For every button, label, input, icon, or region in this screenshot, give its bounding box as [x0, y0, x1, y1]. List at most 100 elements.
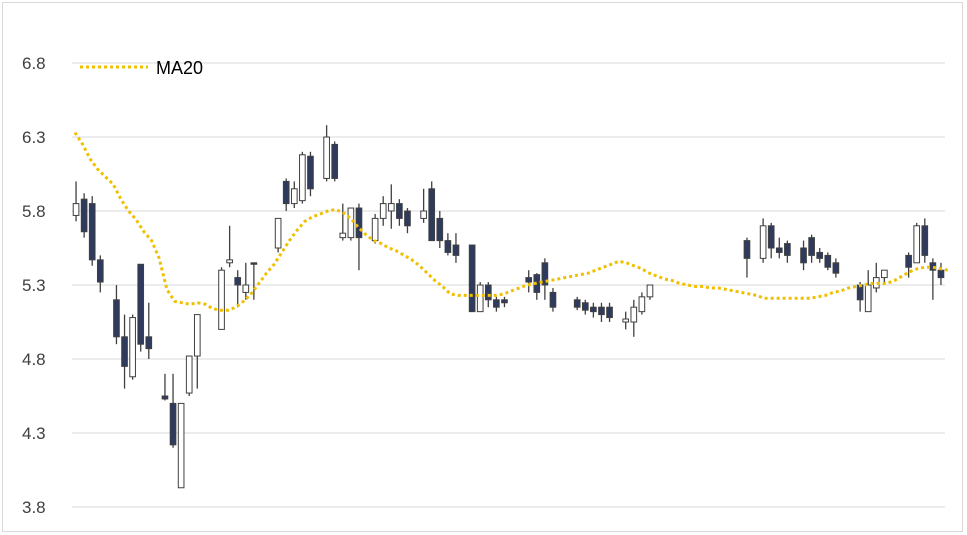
candle-body	[436, 217, 444, 242]
candle-body	[832, 262, 840, 274]
candle	[921, 218, 929, 263]
candle-body	[347, 207, 355, 239]
candle-body	[80, 198, 88, 233]
candle	[638, 292, 646, 315]
candle-body	[274, 217, 282, 249]
candle	[573, 296, 581, 311]
candle	[396, 199, 403, 226]
candle	[444, 233, 452, 256]
candle	[274, 217, 282, 253]
candle-body	[177, 402, 185, 489]
candle-body	[468, 244, 476, 313]
candle	[185, 355, 193, 396]
candle	[937, 262, 945, 285]
candle-body	[290, 188, 298, 205]
candle-body	[331, 143, 339, 179]
candle-body	[759, 225, 767, 259]
candle-body	[371, 217, 379, 242]
candle-body	[646, 284, 654, 298]
candle-body	[121, 336, 128, 367]
candle	[622, 311, 630, 330]
candle-body	[339, 232, 347, 239]
candle	[525, 270, 533, 293]
candle	[493, 296, 500, 312]
candle	[816, 248, 824, 263]
y-tick-label: 3.8	[22, 498, 46, 517]
candle	[379, 196, 387, 226]
candle	[630, 299, 638, 337]
candle-body	[905, 254, 912, 268]
candle	[767, 222, 775, 259]
candle-body	[824, 254, 832, 268]
candle	[800, 240, 807, 271]
candle-body	[88, 203, 96, 261]
candle	[218, 267, 225, 330]
candle-body	[428, 188, 436, 242]
candle-body	[767, 225, 775, 249]
candle	[775, 237, 783, 259]
candle-body	[913, 225, 921, 264]
candle-body	[129, 317, 136, 378]
candle-body	[598, 306, 605, 316]
candle-body	[420, 210, 427, 219]
candle-body	[808, 237, 815, 256]
candle-body	[573, 299, 581, 308]
candle-body	[226, 259, 233, 264]
candle	[339, 203, 347, 241]
candle	[72, 181, 80, 222]
candle-body	[881, 269, 888, 279]
candle	[436, 211, 444, 248]
candle	[808, 234, 815, 263]
candle-body	[161, 395, 169, 400]
candle	[145, 302, 153, 359]
candle	[355, 203, 363, 271]
candle	[169, 373, 177, 448]
candle	[387, 184, 395, 229]
candle	[234, 270, 242, 308]
candle-body	[864, 284, 872, 313]
candle	[913, 222, 921, 264]
candle-body	[622, 318, 630, 323]
candle	[864, 270, 872, 313]
candle-body	[581, 302, 589, 311]
candle	[290, 181, 298, 209]
candle	[420, 188, 427, 223]
candle-body	[404, 210, 411, 227]
candle	[832, 258, 840, 278]
candle-body	[250, 262, 258, 265]
candle-body	[234, 277, 242, 286]
candle	[468, 244, 476, 313]
candle-body	[169, 402, 177, 446]
candle-body	[800, 247, 807, 264]
candle-body	[476, 284, 484, 313]
candle	[452, 233, 460, 263]
candle	[282, 178, 290, 211]
candle	[404, 208, 411, 234]
candle	[590, 302, 597, 318]
candle-body	[501, 299, 508, 304]
y-tick-label: 5.3	[22, 276, 46, 295]
candle	[476, 282, 484, 313]
legend: MA20	[80, 58, 203, 78]
candle-body	[218, 269, 225, 330]
candle	[824, 252, 832, 271]
candle-body	[921, 225, 929, 256]
candle-body	[590, 306, 597, 313]
y-axis-tick-labels: 3.8 4.3 4.8 5.3 5.8 6.3 6.8	[22, 54, 46, 517]
candle-body	[396, 203, 403, 219]
candle	[137, 263, 145, 352]
candle	[929, 258, 937, 300]
candle-body	[937, 269, 945, 279]
y-tick-label: 4.3	[22, 424, 46, 443]
y-tick-label: 6.8	[22, 54, 46, 73]
candle	[646, 284, 654, 300]
candle	[242, 262, 250, 300]
candle-body	[96, 259, 104, 283]
candle	[759, 218, 767, 263]
candle	[226, 225, 233, 268]
candle-body	[775, 247, 783, 253]
candle	[872, 262, 880, 293]
candle	[331, 141, 339, 182]
